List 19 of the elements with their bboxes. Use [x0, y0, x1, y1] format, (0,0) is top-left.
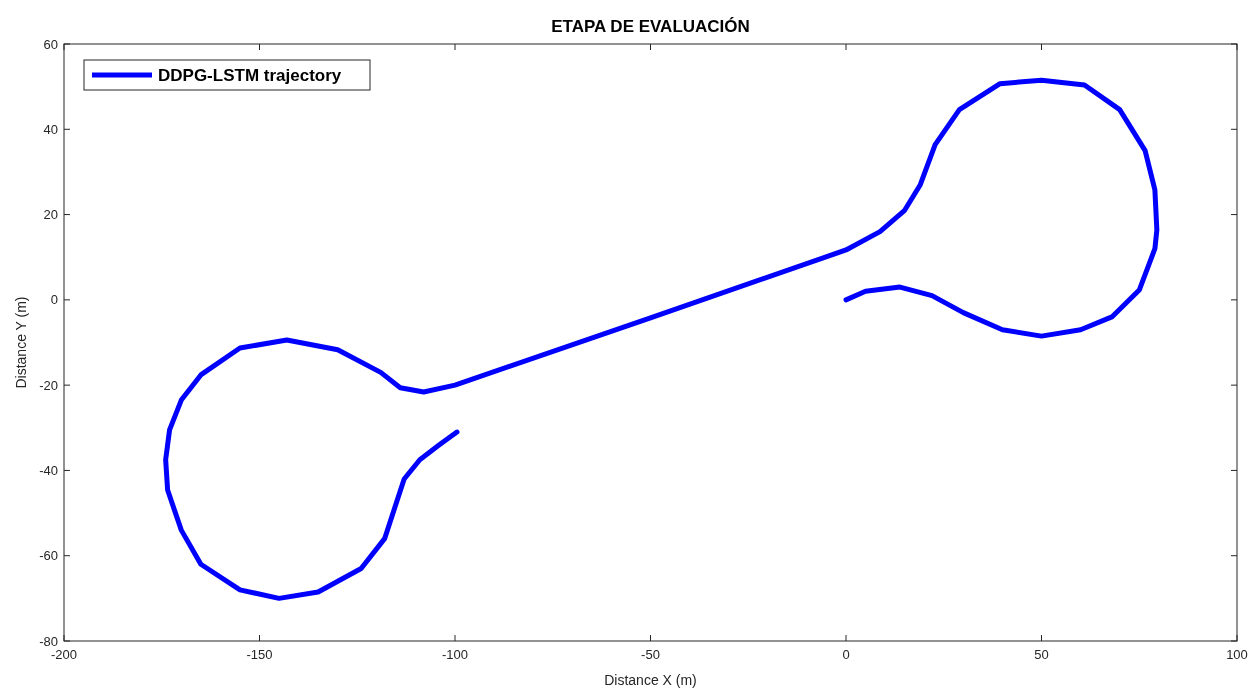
x-tick-label: -50 — [641, 647, 660, 662]
y-tick-label: 0 — [50, 292, 58, 308]
x-tick-label: 100 — [1226, 647, 1248, 662]
y-tick-label: 60 — [43, 36, 58, 52]
x-tick-label: -100 — [441, 647, 469, 662]
x-tick-label: -150 — [246, 647, 273, 662]
y-tick-label: -40 — [39, 462, 58, 478]
y-tick-label: -60 — [39, 548, 58, 564]
x-tick-label: -200 — [50, 647, 78, 662]
x-tick-label: 50 — [1034, 647, 1049, 662]
y-tick-label: -80 — [39, 633, 58, 649]
chart-title: ETAPA DE EVALUACIÓN — [551, 17, 750, 36]
y-tick-label: 20 — [43, 207, 58, 223]
legend-label: DDPG-LSTM trajectory — [158, 65, 342, 85]
y-tick-label: 40 — [43, 121, 58, 137]
x-axis-title: Distance X (m) — [604, 672, 697, 688]
x-tick-label: 0 — [842, 647, 850, 662]
y-axis-title: Distance Y (m) — [13, 296, 29, 389]
y-tick-label: -20 — [39, 377, 58, 393]
